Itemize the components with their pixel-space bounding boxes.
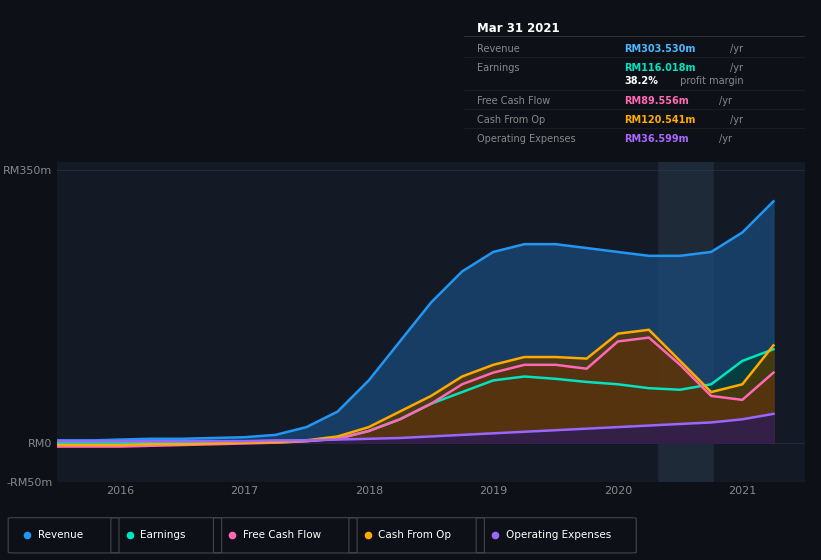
Text: /yr: /yr bbox=[730, 63, 743, 73]
Text: Cash From Op: Cash From Op bbox=[378, 530, 452, 540]
Text: Revenue: Revenue bbox=[38, 530, 83, 540]
Text: 38.2%: 38.2% bbox=[624, 77, 658, 86]
Text: Revenue: Revenue bbox=[478, 44, 521, 54]
Text: profit margin: profit margin bbox=[677, 77, 744, 86]
Text: RM116.018m: RM116.018m bbox=[624, 63, 695, 73]
Text: /yr: /yr bbox=[730, 115, 743, 125]
Text: RM89.556m: RM89.556m bbox=[624, 96, 689, 106]
Text: RM36.599m: RM36.599m bbox=[624, 134, 689, 144]
Text: RM303.530m: RM303.530m bbox=[624, 44, 695, 54]
Text: Earnings: Earnings bbox=[478, 63, 520, 73]
Text: RM120.541m: RM120.541m bbox=[624, 115, 695, 125]
Text: Operating Expenses: Operating Expenses bbox=[506, 530, 611, 540]
Text: Operating Expenses: Operating Expenses bbox=[478, 134, 576, 144]
Text: /yr: /yr bbox=[730, 44, 743, 54]
Text: Free Cash Flow: Free Cash Flow bbox=[478, 96, 551, 106]
Text: Mar 31 2021: Mar 31 2021 bbox=[478, 22, 560, 35]
Text: /yr: /yr bbox=[719, 96, 732, 106]
Text: /yr: /yr bbox=[719, 134, 732, 144]
Text: Cash From Op: Cash From Op bbox=[478, 115, 546, 125]
Text: Free Cash Flow: Free Cash Flow bbox=[243, 530, 321, 540]
Text: Earnings: Earnings bbox=[140, 530, 186, 540]
